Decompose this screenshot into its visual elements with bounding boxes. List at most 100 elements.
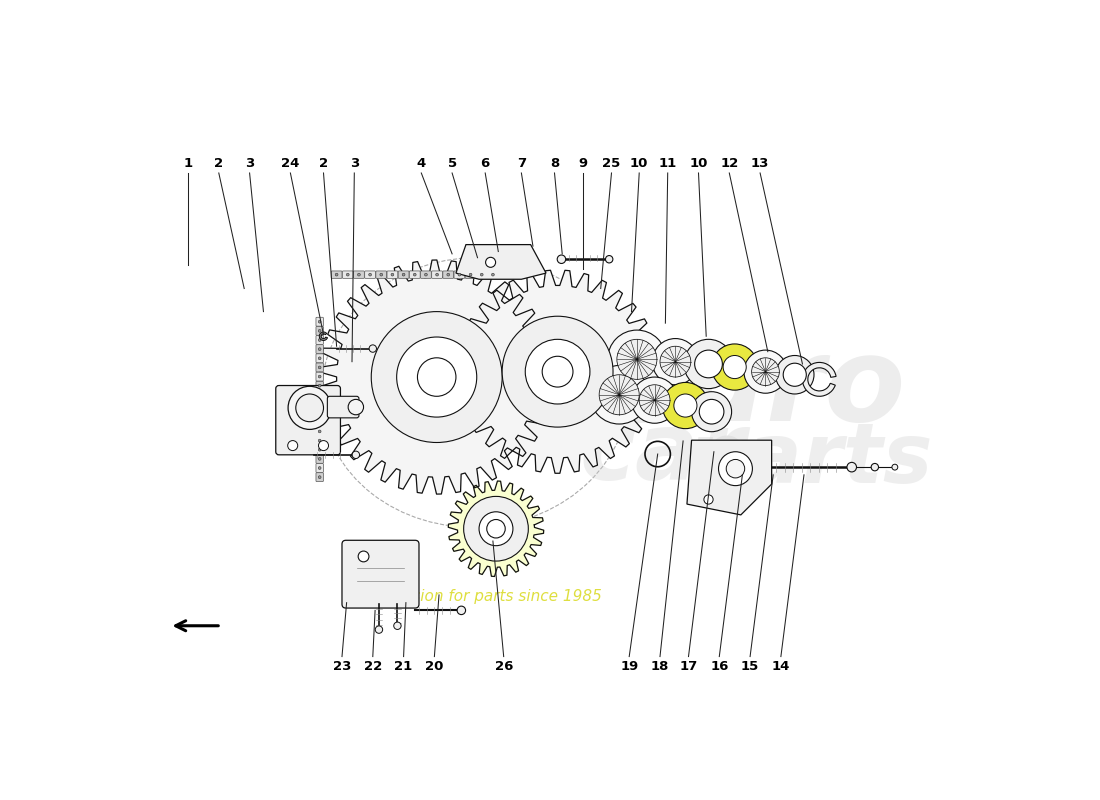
- Circle shape: [674, 394, 697, 417]
- Circle shape: [662, 382, 708, 429]
- Circle shape: [318, 466, 321, 470]
- Polygon shape: [456, 270, 659, 474]
- Circle shape: [723, 355, 746, 378]
- Text: 12: 12: [720, 157, 738, 170]
- Circle shape: [336, 274, 338, 276]
- Circle shape: [700, 399, 724, 424]
- FancyBboxPatch shape: [316, 382, 323, 390]
- Circle shape: [607, 330, 667, 389]
- Circle shape: [744, 350, 786, 394]
- FancyBboxPatch shape: [316, 436, 323, 445]
- Circle shape: [318, 338, 321, 342]
- Circle shape: [394, 622, 402, 630]
- Text: 11: 11: [659, 157, 676, 170]
- Circle shape: [296, 394, 323, 422]
- Circle shape: [436, 274, 439, 276]
- Text: 25: 25: [603, 157, 620, 170]
- Circle shape: [390, 274, 394, 276]
- Text: 15: 15: [741, 660, 759, 673]
- Circle shape: [684, 339, 733, 389]
- Polygon shape: [686, 440, 772, 515]
- Text: 8: 8: [550, 157, 559, 170]
- Text: 22: 22: [364, 660, 382, 673]
- FancyBboxPatch shape: [487, 271, 498, 278]
- Circle shape: [590, 366, 649, 424]
- Wedge shape: [803, 362, 836, 396]
- Circle shape: [288, 386, 331, 430]
- FancyBboxPatch shape: [316, 326, 323, 335]
- FancyBboxPatch shape: [431, 271, 442, 278]
- Circle shape: [318, 394, 321, 396]
- Circle shape: [617, 339, 657, 379]
- Circle shape: [318, 421, 321, 424]
- Circle shape: [847, 462, 857, 472]
- FancyBboxPatch shape: [328, 396, 359, 418]
- FancyBboxPatch shape: [376, 271, 387, 278]
- Circle shape: [318, 430, 321, 433]
- Text: 9: 9: [579, 157, 587, 170]
- Text: 3: 3: [350, 157, 359, 170]
- Circle shape: [458, 274, 461, 276]
- Text: 13: 13: [751, 157, 769, 170]
- Text: 17: 17: [680, 660, 697, 673]
- Text: 1: 1: [184, 157, 192, 170]
- Circle shape: [318, 402, 321, 406]
- Text: 24: 24: [282, 157, 299, 170]
- FancyBboxPatch shape: [465, 271, 476, 278]
- Circle shape: [470, 274, 472, 276]
- Circle shape: [372, 312, 502, 442]
- Circle shape: [726, 459, 745, 478]
- Circle shape: [318, 348, 321, 350]
- Circle shape: [486, 519, 505, 538]
- Text: 26: 26: [495, 660, 513, 673]
- Circle shape: [751, 358, 779, 386]
- FancyBboxPatch shape: [316, 335, 323, 345]
- FancyBboxPatch shape: [316, 418, 323, 426]
- Circle shape: [418, 358, 455, 396]
- Text: 23: 23: [333, 660, 351, 673]
- Circle shape: [542, 356, 573, 387]
- Text: 5: 5: [448, 157, 456, 170]
- Circle shape: [359, 551, 369, 562]
- Circle shape: [892, 464, 898, 470]
- Circle shape: [776, 355, 814, 394]
- Circle shape: [318, 458, 321, 460]
- Circle shape: [478, 512, 513, 546]
- FancyBboxPatch shape: [316, 473, 323, 482]
- Circle shape: [492, 274, 494, 276]
- Circle shape: [525, 339, 590, 404]
- Circle shape: [704, 495, 713, 504]
- Circle shape: [318, 448, 321, 451]
- Text: euro: euro: [603, 331, 905, 446]
- Text: 4: 4: [417, 157, 426, 170]
- Wedge shape: [319, 332, 328, 341]
- Circle shape: [464, 496, 528, 561]
- Circle shape: [318, 366, 321, 369]
- Circle shape: [318, 330, 321, 332]
- Circle shape: [692, 392, 732, 432]
- FancyBboxPatch shape: [316, 454, 323, 463]
- Text: 3: 3: [245, 157, 254, 170]
- Polygon shape: [449, 481, 543, 577]
- FancyBboxPatch shape: [398, 271, 409, 278]
- FancyBboxPatch shape: [409, 271, 420, 278]
- Circle shape: [600, 374, 639, 414]
- FancyBboxPatch shape: [353, 271, 364, 278]
- Text: 2: 2: [319, 157, 328, 170]
- Circle shape: [318, 412, 321, 414]
- Text: 7: 7: [517, 157, 526, 170]
- Circle shape: [397, 337, 476, 417]
- Circle shape: [718, 452, 752, 486]
- Circle shape: [352, 451, 360, 458]
- Circle shape: [318, 476, 321, 478]
- FancyBboxPatch shape: [316, 427, 323, 436]
- Circle shape: [319, 441, 329, 450]
- FancyBboxPatch shape: [316, 446, 323, 454]
- Text: 14: 14: [772, 660, 790, 673]
- FancyBboxPatch shape: [316, 372, 323, 381]
- Circle shape: [481, 274, 483, 276]
- Circle shape: [288, 441, 298, 450]
- Circle shape: [370, 345, 376, 352]
- Polygon shape: [456, 245, 546, 279]
- Circle shape: [631, 377, 678, 423]
